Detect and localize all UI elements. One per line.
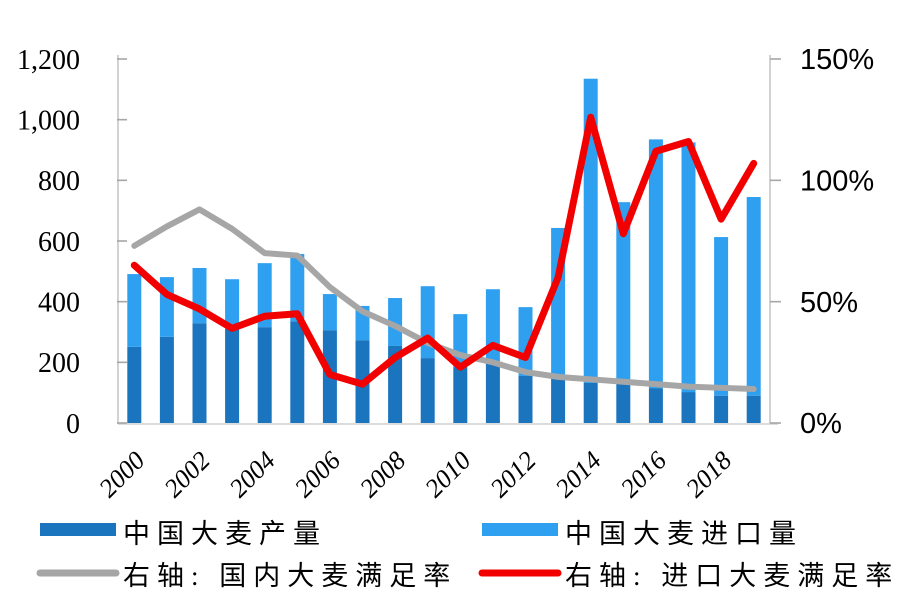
bar-segment-series2: [127, 274, 142, 347]
bar-segment-series1: [420, 358, 435, 423]
bar-segment-series2: [583, 78, 598, 383]
line-series-layer: [130, 113, 758, 393]
bar-series-layer: [127, 78, 761, 423]
bar-segment-series1: [225, 328, 240, 423]
bar-segment-series1: [127, 346, 142, 423]
left-axis-tick-label: 600: [38, 227, 80, 258]
bar-segment-series2: [322, 294, 337, 331]
bar-segment-series2: [616, 202, 631, 383]
bar-segment-series1: [583, 382, 598, 423]
bar-segment-series2: [290, 254, 305, 322]
left-axis-tick-label: 0: [66, 409, 80, 440]
axes-layer: [117, 55, 781, 425]
legend-label: 右轴: 进口大麦满足率: [565, 561, 899, 591]
bar-segment-series2: [746, 197, 761, 396]
legend-label: 右轴: 国内大麦满足率: [123, 561, 457, 591]
left-axis-tick-label: 800: [38, 166, 80, 197]
bar-segment-series2: [648, 139, 663, 389]
legend-label: 中国大麦进口量: [565, 519, 803, 549]
right-axis-tick-label: 50%: [800, 287, 858, 319]
bar-segment-series2: [681, 142, 696, 393]
bar-segment-series1: [290, 321, 305, 423]
bar-segment-series1: [714, 395, 729, 423]
line-series2: [130, 113, 758, 388]
bar-segment-series1: [551, 378, 566, 423]
right-axis-tick-label: 0%: [800, 408, 842, 440]
left-axis-tick-label: 1,000: [17, 105, 80, 136]
bar-segment-series1: [257, 327, 272, 423]
x-axis-tick-label: 2004: [224, 446, 281, 503]
bar-segment-series1: [159, 336, 174, 423]
bar-segment-series2: [225, 279, 240, 329]
x-axis-tick-label: 2006: [289, 446, 346, 503]
bar-segment-series1: [746, 395, 761, 423]
x-axis-tick-label: 2008: [354, 446, 411, 503]
left-axis-tick-label: 1,200: [17, 45, 80, 76]
bar-segment-series2: [257, 263, 272, 328]
bar-segment-series2: [388, 298, 403, 346]
legend-label: 中国大麦产量: [123, 519, 327, 549]
left-axis-tick-label: 200: [38, 348, 80, 379]
x-axis-tick-label: 2016: [615, 446, 672, 503]
x-axis-tick-label: 2018: [680, 446, 737, 503]
legend-swatch-production: [40, 523, 116, 536]
left-axis-tick-label: 400: [38, 287, 80, 318]
right-axis-tick-label: 150%: [800, 44, 874, 76]
bar-segment-series1: [518, 375, 533, 423]
x-axis-tick-label: 2012: [484, 446, 541, 503]
bar-segment-series1: [681, 392, 696, 423]
bar-segment-series1: [485, 362, 500, 423]
legend-swatch-imports: [482, 523, 558, 536]
bar-segment-series1: [192, 323, 207, 423]
right-axis-tick-label: 100%: [800, 165, 874, 197]
x-axis-tick-label: 2010: [419, 446, 476, 503]
bar-segment-series1: [616, 382, 631, 423]
x-axis-tick-label: 2000: [93, 446, 150, 503]
bar-segment-series2: [714, 237, 729, 396]
x-axis-tick-label: 2002: [158, 446, 215, 503]
x-axis-tick-label: 2014: [550, 446, 607, 503]
bar-segment-series1: [388, 345, 403, 423]
bar-segment-series1: [453, 367, 468, 423]
bar-segment-series1: [648, 388, 663, 423]
